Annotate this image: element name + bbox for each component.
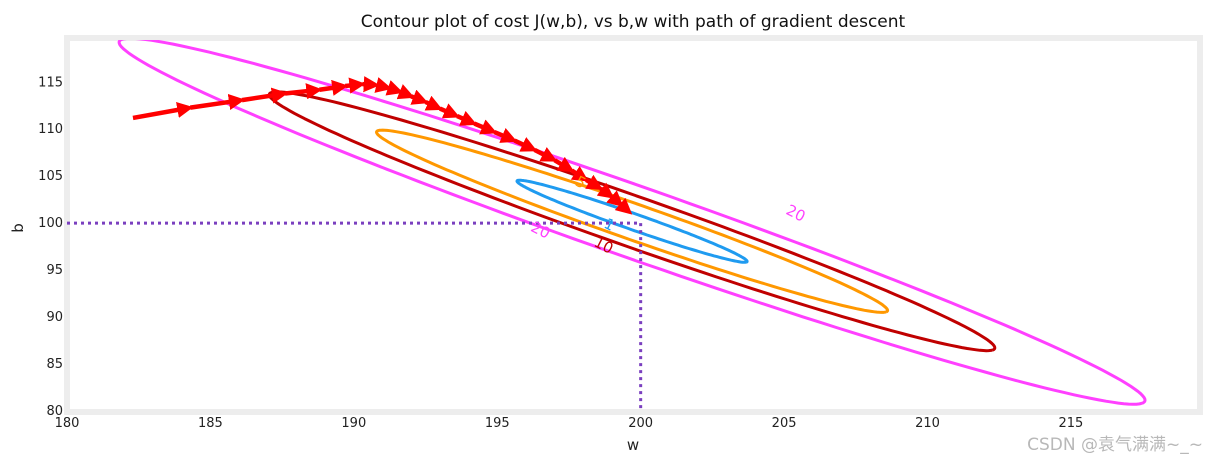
descent-step-24: [614, 197, 633, 215]
y-axis-ticks: 80 85 90 95 100 105 110 115: [38, 75, 63, 419]
y-tick-label: 105: [38, 169, 63, 184]
descent-step-7: [362, 76, 380, 93]
x-tick-label: 185: [198, 416, 223, 431]
descent-step-16: [493, 127, 518, 143]
descent-step-12: [424, 95, 443, 111]
y-tick-label: 100: [38, 216, 63, 231]
descent-step-1: [132, 101, 194, 121]
descent-step-8: [374, 77, 393, 93]
x-tick-label: 215: [1059, 416, 1084, 431]
watermark: CSDN @袁气满满~_~: [1027, 435, 1203, 455]
contour-level-20: [117, 40, 1147, 406]
descent-step-13: [438, 103, 460, 119]
y-tick-label: 90: [46, 310, 63, 325]
descent-step-17: [513, 137, 538, 152]
gradient-descent-path: [132, 76, 633, 215]
y-tick-label: 80: [46, 404, 63, 419]
x-tick-label: 195: [485, 416, 510, 431]
descent-step-20: [570, 165, 589, 182]
y-axis-label: b: [9, 223, 27, 233]
x-tick-label: 200: [628, 416, 653, 431]
y-tick-label: 110: [38, 122, 63, 137]
y-tick-label: 115: [38, 75, 63, 90]
x-axis-label: w: [627, 436, 639, 454]
x-tick-label: 190: [341, 416, 366, 431]
descent-step-19: [553, 156, 575, 173]
x-tick-label: 205: [772, 416, 797, 431]
descent-step-5: [319, 79, 349, 96]
descent-step-11: [410, 89, 429, 105]
contour-label-20-a: 20: [528, 218, 553, 243]
descent-step-2: [190, 93, 246, 111]
y-tick-label: 85: [46, 357, 63, 372]
descent-step-6: [344, 77, 366, 94]
descent-step-15: [473, 119, 498, 135]
descent-step-10: [396, 84, 415, 100]
descent-step-4: [284, 83, 323, 100]
y-tick-label: 95: [46, 263, 63, 278]
descent-step-9: [385, 80, 404, 96]
x-tick-label: 180: [55, 416, 80, 431]
contour-label-20-b: 20: [783, 201, 808, 226]
contour-level-1: [515, 178, 749, 264]
x-tick-label: 210: [915, 416, 940, 431]
descent-step-21: [585, 174, 604, 190]
descent-step-14: [456, 110, 478, 126]
descent-step-3: [241, 87, 289, 104]
plot-frame: [64, 35, 1203, 415]
contour-level-5: [375, 128, 890, 314]
chart-title: Contour plot of cost J(w,b), vs b,w with…: [361, 12, 906, 32]
optimum-guides: [67, 221, 643, 411]
x-axis-ticks: 180 185 190 195 200 205 210 215: [55, 416, 1084, 431]
descent-step-18: [533, 147, 558, 162]
